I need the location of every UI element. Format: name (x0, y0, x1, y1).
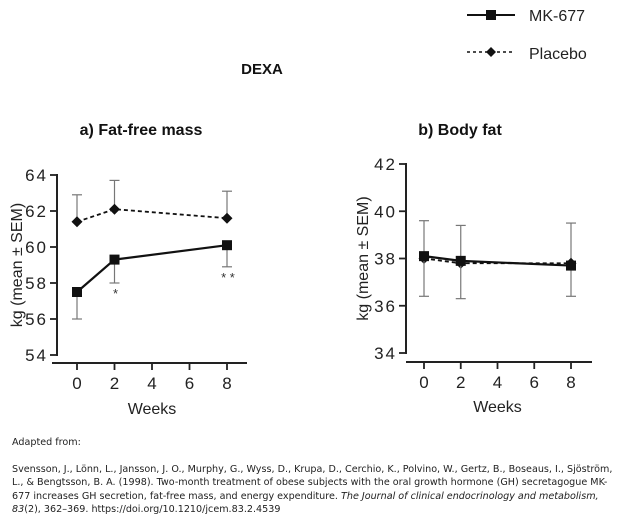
x-tick-label: 0 (72, 374, 83, 393)
dexa-figure: DEXA MK-677 Placebo a) Fat-free mass 54 56… (9, 8, 592, 418)
citation-adapted-from: Adapted from: (12, 437, 81, 448)
data-point-diamond (71, 216, 83, 228)
y-axis-label: kg (mean ± SEM) (9, 203, 26, 327)
data-point-square (455, 255, 466, 266)
series-mk677 (72, 240, 232, 320)
citation-issue-pages: (2), 362–369. (24, 504, 92, 515)
y-tick-label: 40 (374, 202, 397, 221)
data-point-square (72, 287, 82, 297)
significance-annotation: * (113, 286, 118, 301)
legend: MK-677 Placebo (467, 8, 587, 63)
y-tick-label: 54 (25, 346, 48, 365)
data-point-square (419, 251, 429, 262)
x-axis-label: Weeks (473, 399, 522, 416)
legend-item-mk677: MK-677 (467, 8, 585, 25)
citation: Adapted from: Svensson, J., Lönn, L., Ja… (12, 436, 617, 517)
x-tick-label: 6 (185, 374, 196, 393)
y-tick-label: 58 (25, 274, 48, 293)
citation-doi-link[interactable]: https://doi.org/10.1210/jcem.83.2.4539 (91, 504, 281, 515)
series-placebo (71, 179, 233, 228)
panel-title: a) Fat-free mass (80, 122, 203, 139)
x-tick-label: 4 (493, 373, 504, 392)
x-tick-label: 2 (456, 373, 467, 392)
y-axis-label: kg (mean ± SEM) (355, 196, 372, 320)
data-point-diamond (109, 203, 120, 215)
x-tick-label: 8 (222, 374, 233, 393)
x-tick-label: 0 (419, 373, 430, 392)
x-tick-label: 8 (566, 373, 577, 392)
data-point-square (109, 254, 120, 265)
x-axis-label: Weeks (128, 401, 177, 418)
legend-marker-square (486, 10, 496, 20)
main-title: DEXA (241, 61, 283, 78)
citation-authors-title: Svensson, J., Lönn, L., Jansson, J. O., … (12, 463, 613, 502)
y-tick-label: 60 (25, 238, 48, 257)
x-tick-label: 2 (110, 374, 121, 393)
panel-body-fat: b) Body fat 34 36 38 40 42 kg (mean ± SEM) 0 2 4 6… (355, 122, 592, 416)
y-tick-label: 62 (25, 202, 48, 221)
data-point-square (566, 260, 576, 271)
y-tick-label: 42 (374, 155, 397, 174)
legend-marker-diamond (486, 47, 496, 57)
y-tick-label: 38 (374, 250, 397, 269)
citation-reference: Svensson, J., Lönn, L., Jansson, J. O., … (12, 463, 617, 517)
series-line (76, 244, 228, 293)
data-point-diamond (221, 212, 233, 224)
legend-label-mk677: MK-677 (529, 8, 585, 25)
series-mk677 (419, 251, 576, 300)
x-tick-label: 4 (147, 374, 158, 393)
data-point-square (222, 240, 232, 251)
legend-label-placebo: Placebo (529, 46, 587, 63)
y-tick-label: 56 (25, 310, 48, 329)
citation-journal: The Journal of clinical endocrinology an… (12, 490, 599, 516)
panel-title: b) Body fat (418, 122, 502, 139)
significance-annotation: * * (221, 270, 235, 285)
x-tick-label: 6 (530, 373, 541, 392)
y-tick-label: 36 (374, 297, 397, 316)
y-tick-label: 34 (374, 344, 397, 363)
y-tick-label: 64 (25, 166, 48, 185)
series-line (76, 208, 228, 223)
legend-item-placebo: Placebo (467, 46, 587, 63)
